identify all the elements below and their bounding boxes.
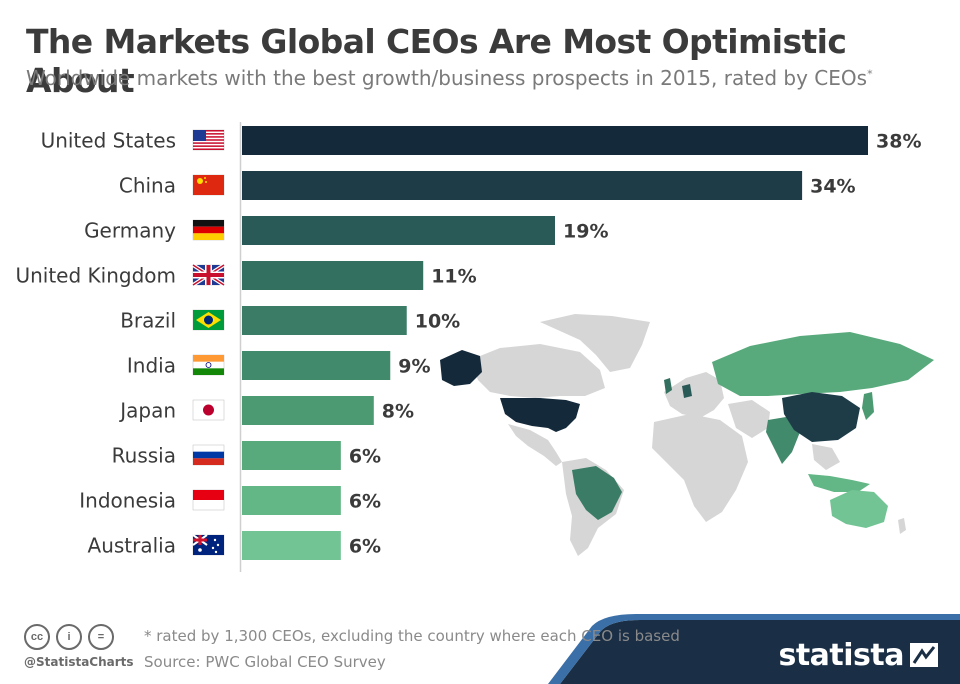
map-africa — [652, 414, 748, 522]
value-label: 38% — [876, 131, 921, 153]
map-brazil — [572, 466, 622, 520]
map-europe — [664, 372, 724, 418]
map-uk — [664, 378, 672, 394]
bar-brazil — [242, 306, 407, 335]
bar-germany — [242, 216, 555, 245]
subtitle-asterisk: * — [867, 67, 873, 81]
bar-australia — [242, 531, 341, 560]
map-russia — [712, 332, 934, 396]
brand-logo-icon — [910, 643, 938, 667]
brand-logo-text[interactable]: statista — [778, 638, 904, 673]
twitter-handle[interactable]: @StatistaCharts — [24, 655, 134, 669]
world-map — [440, 314, 934, 556]
map-usa — [500, 398, 580, 432]
map-middle-east — [728, 400, 770, 438]
category-label: Indonesia — [79, 489, 176, 513]
creative-commons-icon: cc — [24, 624, 50, 650]
map-india — [766, 416, 800, 464]
bar-indonesia — [242, 486, 341, 515]
value-label: 8% — [382, 401, 414, 423]
china-flag-icon — [192, 174, 225, 196]
brand-band — [560, 620, 960, 684]
map-new-zealand — [898, 518, 906, 534]
category-label: United States — [41, 129, 176, 153]
value-labels-group: 38% 34% 19% 11% 10% 9% 8% 6% 6% 6% — [349, 131, 922, 558]
map-australia — [830, 490, 888, 528]
indonesia-flag-icon — [192, 489, 225, 511]
category-label: Australia — [88, 534, 176, 558]
flags-group — [191, 129, 226, 556]
chart-title: The Markets Global CEOs Are Most Optimis… — [26, 22, 847, 100]
bar-united-kingdom — [242, 261, 424, 290]
value-label: 34% — [810, 176, 855, 198]
attribution-icon: i — [56, 624, 82, 650]
value-label: 9% — [398, 356, 430, 378]
map-indonesia — [808, 474, 870, 492]
russia-flag-icon — [192, 444, 225, 466]
value-label: 6% — [349, 536, 381, 558]
value-label: 10% — [415, 311, 460, 333]
value-label: 19% — [563, 221, 608, 243]
map-germany — [682, 384, 692, 398]
category-label: China — [119, 174, 176, 198]
value-label: 6% — [349, 446, 381, 468]
bar-india — [242, 351, 391, 380]
license-icons: cc i = — [24, 624, 114, 650]
japan-flag-icon — [192, 399, 225, 421]
brazil-flag-icon — [192, 309, 225, 331]
category-label: United Kingdom — [15, 264, 176, 288]
map-se-asia — [812, 444, 840, 470]
map-mexico — [508, 424, 562, 466]
us-flag-icon — [192, 129, 225, 151]
chart-subtitle: Worldwide markets with the best growth/b… — [26, 66, 873, 90]
category-labels-group: United States China Germany United Kingdom B… — [15, 129, 176, 558]
bar-russia — [242, 441, 341, 470]
bar-united-states — [242, 126, 868, 155]
india-flag-icon — [192, 354, 225, 376]
bars-group — [242, 126, 868, 560]
category-label: Brazil — [120, 309, 176, 333]
map-japan — [862, 392, 874, 420]
no-derivatives-icon: = — [88, 624, 114, 650]
map-greenland — [540, 314, 650, 372]
category-label: Japan — [118, 399, 176, 423]
map-canada — [470, 344, 605, 398]
australia-flag-icon — [192, 534, 225, 556]
source-note: Source: PWC Global CEO Survey — [144, 653, 386, 671]
value-label: 6% — [349, 491, 381, 513]
footnote: * rated by 1,300 CEOs, excluding the cou… — [144, 627, 680, 645]
uk-flag-icon — [191, 263, 226, 287]
map-alaska — [440, 350, 482, 386]
category-label: Germany — [84, 219, 176, 243]
category-label: Russia — [112, 444, 176, 468]
category-label: India — [127, 354, 176, 378]
bar-japan — [242, 396, 374, 425]
value-label: 11% — [431, 266, 476, 288]
germany-flag-icon — [192, 219, 225, 241]
bar-china — [242, 171, 803, 200]
map-china — [782, 392, 860, 442]
